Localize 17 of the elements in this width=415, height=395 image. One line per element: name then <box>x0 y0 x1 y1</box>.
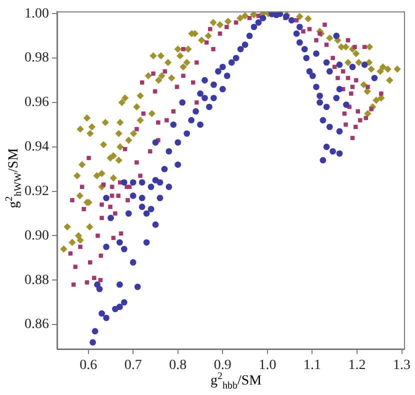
x-tick-label: 1.1 <box>303 358 321 374</box>
y-tick-label: 0.96 <box>24 95 49 110</box>
y-tick-label: 1.00 <box>24 6 49 22</box>
y-tick-label: 0.98 <box>24 50 49 66</box>
y-tick-label: 0.86 <box>24 317 49 332</box>
x-tick-label: 1.2 <box>348 358 366 374</box>
y-tick-label: 0.88 <box>24 272 49 288</box>
x-tick-label: 0.7 <box>124 358 142 374</box>
x-tick-label: 0.8 <box>169 358 187 374</box>
x-tick-label: 0.9 <box>214 358 232 374</box>
y-tick-label: 0.90 <box>24 228 49 244</box>
y-tick-label: 0.94 <box>24 140 49 155</box>
x-axis-title: g$^{2}$$_{hbb}$/SM <box>210 371 262 392</box>
y-tick-label: 0.92 <box>24 184 49 199</box>
x-tick-label: 1.0 <box>258 358 276 374</box>
x-tick-label: 0.6 <box>80 358 98 374</box>
x-tick-label: 1.3 <box>393 358 411 374</box>
